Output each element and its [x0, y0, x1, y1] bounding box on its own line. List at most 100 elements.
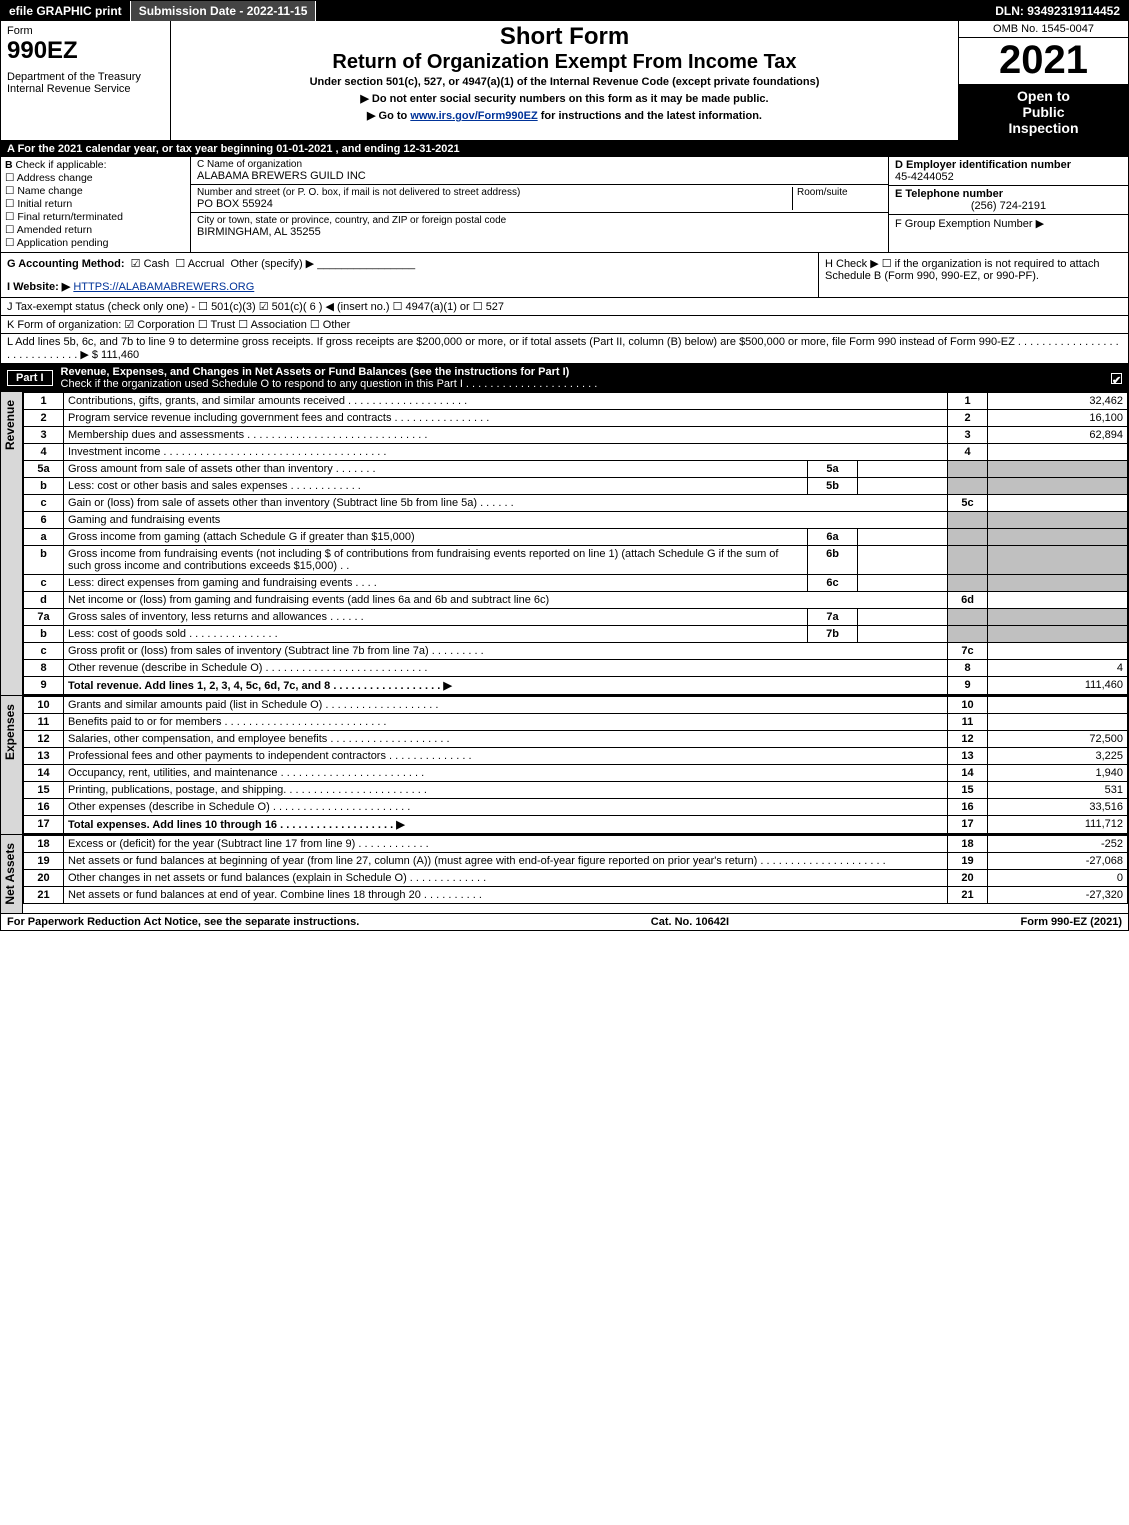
row-k: K Form of organization: ☑ Corporation ☐ … [1, 316, 1128, 334]
website-link[interactable]: HTTPS://ALABAMABREWERS.ORG [73, 281, 254, 293]
efile-print-button[interactable]: efile GRAPHIC print [1, 1, 131, 21]
l1-ln: 1 [948, 393, 988, 410]
l6b-sub: 6b [808, 546, 858, 575]
l6d-amt [988, 592, 1128, 609]
omb-number: OMB No. 1545-0047 [959, 21, 1128, 38]
l9-amt: 111,460 [988, 677, 1128, 695]
netassets-table: 18Excess or (deficit) for the year (Subt… [23, 835, 1128, 904]
top-bar: efile GRAPHIC print Submission Date - 20… [1, 1, 1128, 21]
street-value: PO BOX 55924 [197, 198, 792, 210]
l15-amt: 531 [988, 782, 1128, 799]
irs-link[interactable]: www.irs.gov/Form990EZ [410, 110, 537, 122]
l6b-grey1 [948, 546, 988, 575]
l10-desc: Grants and similar amounts paid (list in… [64, 697, 948, 714]
opt-initial-return[interactable]: ☐ Initial return [5, 198, 186, 210]
l20-num: 20 [24, 870, 64, 887]
e-label: E Telephone number [895, 188, 1122, 200]
form-number: 990EZ [7, 37, 164, 65]
city-label: City or town, state or province, country… [197, 215, 882, 226]
l14-desc: Occupancy, rent, utilities, and maintena… [64, 765, 948, 782]
l3-ln: 3 [948, 427, 988, 444]
l9-num: 9 [24, 677, 64, 695]
g-cash[interactable]: Cash [144, 258, 170, 270]
l2-amt: 16,100 [988, 410, 1128, 427]
submission-date-button[interactable]: Submission Date - 2022-11-15 [131, 1, 317, 21]
footer-right: Form 990-EZ (2021) [1021, 916, 1122, 928]
l5c-num: c [24, 495, 64, 512]
part1-checkbox[interactable]: ✔ [1111, 373, 1122, 384]
l6b-grey2 [988, 546, 1128, 575]
g-accrual[interactable]: Accrual [188, 258, 225, 270]
opt-final-return[interactable]: ☐ Final return/terminated [5, 211, 186, 223]
revenue-table: 1Contributions, gifts, grants, and simil… [23, 392, 1128, 695]
l6-desc: Gaming and fundraising events [64, 512, 948, 529]
l17-ln: 17 [948, 816, 988, 834]
title-shortform: Short Form [179, 23, 950, 51]
l10-num: 10 [24, 697, 64, 714]
l7c-ln: 7c [948, 643, 988, 660]
l16-amt: 33,516 [988, 799, 1128, 816]
l20-ln: 20 [948, 870, 988, 887]
l1-desc: Contributions, gifts, grants, and simila… [64, 393, 948, 410]
subtitle: Under section 501(c), 527, or 4947(a)(1)… [179, 76, 950, 88]
l17-num: 17 [24, 816, 64, 834]
l6-grey2 [988, 512, 1128, 529]
opt-application-pending[interactable]: ☐ Application pending [5, 237, 186, 249]
l4-ln: 4 [948, 444, 988, 461]
l2-num: 2 [24, 410, 64, 427]
l12-ln: 12 [948, 731, 988, 748]
header-right: OMB No. 1545-0047 2021 Open to Public In… [958, 21, 1128, 140]
l15-ln: 15 [948, 782, 988, 799]
l7b-num: b [24, 626, 64, 643]
form-page: efile GRAPHIC print Submission Date - 20… [0, 0, 1129, 931]
l15-num: 15 [24, 782, 64, 799]
l6c-grey1 [948, 575, 988, 592]
l5a-sv [858, 461, 948, 478]
title-return: Return of Organization Exempt From Incom… [179, 51, 950, 74]
instr-goto: ▶ Go to www.irs.gov/Form990EZ for instru… [179, 109, 950, 122]
l7a-sv [858, 609, 948, 626]
g-accounting: G Accounting Method: ☑ Cash ☐ Accrual Ot… [1, 253, 818, 297]
l21-ln: 21 [948, 887, 988, 904]
l6a-desc: Gross income from gaming (attach Schedul… [64, 529, 808, 546]
l6c-sub: 6c [808, 575, 858, 592]
opt-final-return-label: Final return/terminated [17, 211, 123, 223]
l1-amt: 32,462 [988, 393, 1128, 410]
dln-label: DLN: 93492319114452 [987, 1, 1128, 21]
opt-application-pending-label: Application pending [17, 237, 109, 249]
section-gh: G Accounting Method: ☑ Cash ☐ Accrual Ot… [1, 253, 1128, 298]
footer-mid: Cat. No. 10642I [651, 916, 729, 928]
l5b-desc: Less: cost or other basis and sales expe… [64, 478, 808, 495]
l7c-desc: Gross profit or (loss) from sales of inv… [64, 643, 948, 660]
l8-ln: 8 [948, 660, 988, 677]
l3-num: 3 [24, 427, 64, 444]
l10-amt [988, 697, 1128, 714]
l13-desc: Professional fees and other payments to … [64, 748, 948, 765]
l21-amt: -27,320 [988, 887, 1128, 904]
l9-desc: Total revenue. Add lines 1, 2, 3, 4, 5c,… [64, 677, 948, 695]
l6a-grey1 [948, 529, 988, 546]
l6a-grey2 [988, 529, 1128, 546]
opt-name-change[interactable]: ☐ Name change [5, 185, 186, 197]
l6b-sv [858, 546, 948, 575]
l7a-grey1 [948, 609, 988, 626]
l11-ln: 11 [948, 714, 988, 731]
l21-desc: Net assets or fund balances at end of ye… [64, 887, 948, 904]
l5c-ln: 5c [948, 495, 988, 512]
g-label: G Accounting Method: [7, 258, 125, 270]
l12-num: 12 [24, 731, 64, 748]
org-name: ALABAMA BREWERS GUILD INC [197, 170, 882, 182]
l11-num: 11 [24, 714, 64, 731]
l5a-sub: 5a [808, 461, 858, 478]
l18-amt: -252 [988, 836, 1128, 853]
g-other[interactable]: Other (specify) ▶ [231, 258, 315, 270]
column-def: D Employer identification number 45-4244… [888, 157, 1128, 252]
room-suite-label: Room/suite [792, 187, 882, 210]
opt-amended-return[interactable]: ☐ Amended return [5, 224, 186, 236]
street-label: Number and street (or P. O. box, if mail… [197, 187, 792, 198]
l19-desc: Net assets or fund balances at beginning… [64, 853, 948, 870]
opt-address-change[interactable]: ☐ Address change [5, 172, 186, 184]
l6c-grey2 [988, 575, 1128, 592]
l8-desc: Other revenue (describe in Schedule O) .… [64, 660, 948, 677]
l14-num: 14 [24, 765, 64, 782]
